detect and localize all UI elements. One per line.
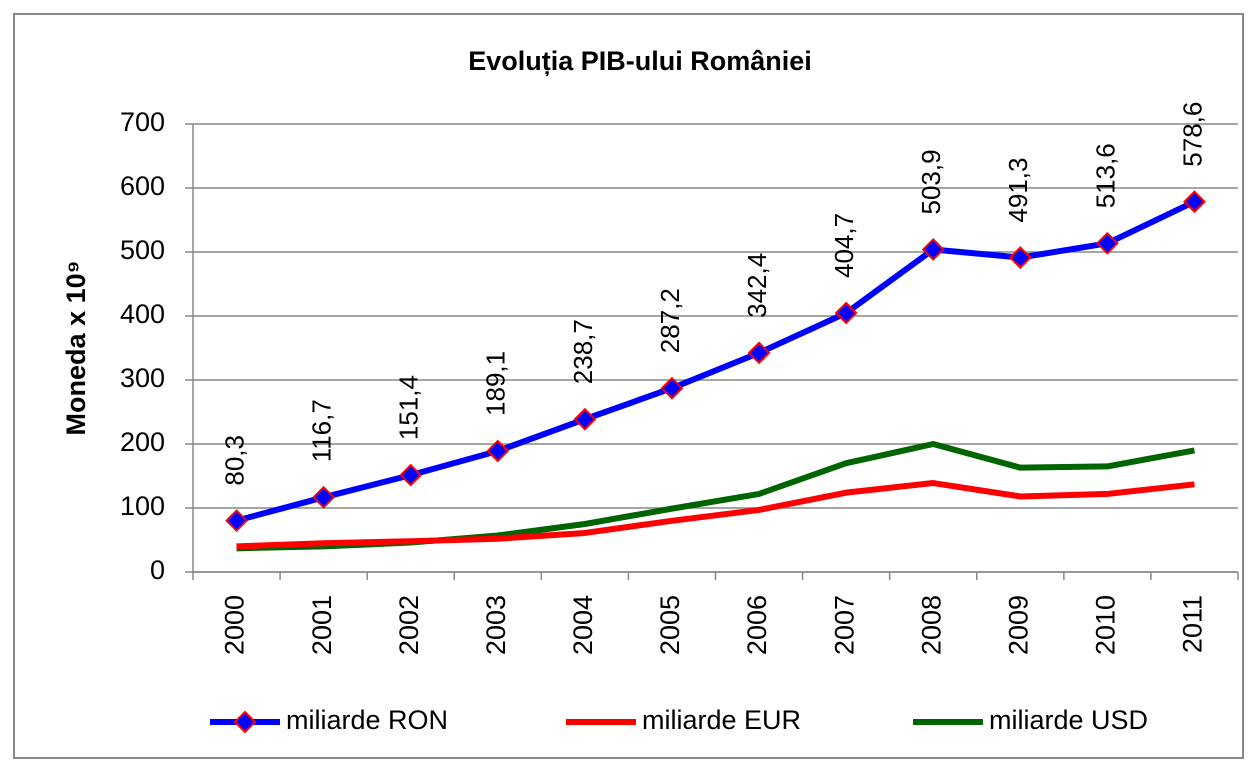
value-label: 342,4 (742, 253, 772, 318)
x-tick-label: 2009 (1003, 595, 1033, 655)
value-label: 287,2 (655, 288, 685, 353)
legend-label: miliarde EUR (642, 705, 801, 735)
x-tick-label: 2003 (481, 595, 511, 655)
value-label: 404,7 (829, 213, 859, 278)
legend-marker (233, 710, 257, 734)
x-tick-label: 2007 (829, 595, 859, 655)
y-axis-label: Moneda x 10⁹ (61, 261, 91, 436)
series-line (235, 198, 1196, 524)
x-tick-label: 2002 (394, 595, 424, 655)
marker (312, 485, 336, 509)
chart-title: Evoluția PIB-ului României (468, 46, 812, 76)
marker (834, 301, 858, 325)
value-label: 491,3 (1003, 157, 1033, 222)
marker (486, 439, 510, 463)
y-tick-label: 100 (120, 491, 165, 521)
x-tick-label: 2004 (568, 595, 598, 655)
value-label: 80,3 (219, 435, 249, 486)
value-label: 503,9 (916, 149, 946, 214)
value-label: 238,7 (568, 319, 598, 384)
marker (660, 376, 684, 400)
x-tick-label: 2000 (220, 595, 250, 655)
value-label: 151,4 (394, 375, 424, 440)
y-tick-label: 0 (150, 555, 165, 585)
value-label: 513,6 (1090, 143, 1120, 208)
y-tick-label: 300 (120, 363, 165, 393)
legend-label: miliarde RON (286, 705, 448, 735)
x-tick-label: 2006 (742, 595, 772, 655)
y-tick-label: 400 (120, 299, 165, 329)
x-tick-label: 2010 (1091, 595, 1121, 655)
marker (1183, 190, 1206, 214)
marker (1095, 231, 1119, 255)
x-tick-label: 2008 (916, 595, 946, 655)
x-tick-label: 2011 (1178, 595, 1208, 653)
y-tick-label: 200 (120, 427, 165, 457)
legend-label: miliarde USD (989, 705, 1148, 735)
value-label: 189,1 (481, 351, 511, 416)
marker (1008, 246, 1032, 269)
series-line (236, 480, 1195, 550)
marker (747, 341, 771, 365)
y-tick-label: 700 (120, 107, 165, 137)
value-label: 116,7 (307, 399, 337, 462)
x-tick-label: 2001 (307, 595, 337, 655)
y-tick-label: 600 (120, 171, 165, 201)
marker (399, 463, 423, 487)
marker (225, 509, 248, 533)
marker (921, 238, 945, 261)
chart-border (13, 13, 1244, 759)
x-tick-label: 2005 (655, 595, 685, 655)
y-tick-label: 500 (120, 235, 165, 265)
marker (573, 407, 597, 431)
value-label: 578,6 (1177, 102, 1207, 167)
